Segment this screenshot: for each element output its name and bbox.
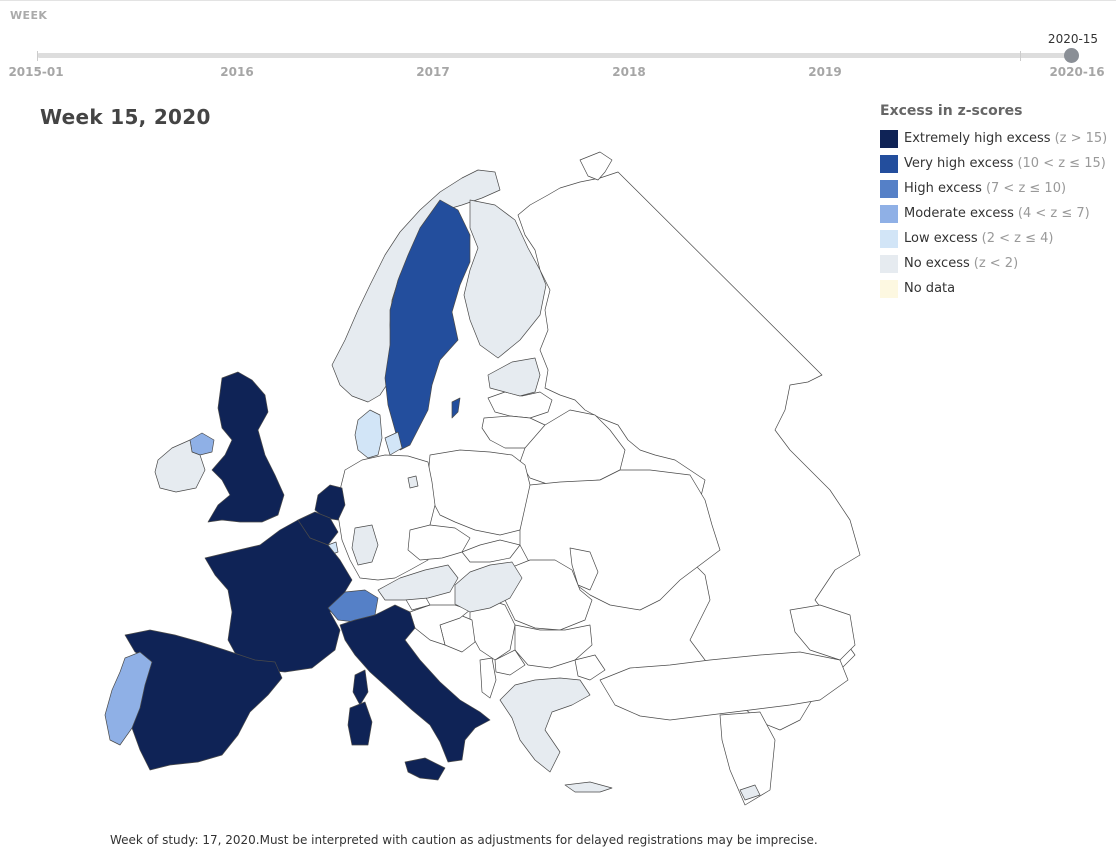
legend-item-no-data: No data (880, 276, 1110, 301)
legend-range: (4 < z ≤ 7) (1017, 206, 1090, 221)
country-sweden[interactable] (384, 199, 471, 451)
country-turkey[interactable] (599, 651, 849, 721)
timeline-track[interactable] (37, 53, 1073, 58)
week-timeline[interactable]: 2015-01 2016 2017 2018 2019 2020-16 2020… (0, 24, 1116, 84)
country-turkey-thrace[interactable] (574, 654, 606, 681)
timeline-tick-label: 2019 (808, 65, 842, 79)
country-moldova[interactable] (569, 547, 599, 591)
timeline-tick-label: 2017 (416, 65, 450, 79)
legend-item-moderate: Moderate excess (4 < z ≤ 7) (880, 201, 1110, 226)
legend-range: (10 < z ≤ 15) (1017, 156, 1106, 171)
country-poland[interactable] (427, 449, 531, 536)
country-sicily[interactable] (404, 757, 446, 781)
country-estonia[interactable] (487, 357, 541, 397)
country-greece[interactable] (499, 677, 591, 773)
legend-swatch (880, 254, 898, 273)
country-germany[interactable] (337, 454, 436, 581)
timeline-tick (37, 51, 38, 61)
timeline-tick-label: 2018 (612, 65, 646, 79)
legend-title: Excess in z-scores (880, 103, 1023, 119)
legend-item-high: High excess (7 < z ≤ 10) (880, 176, 1110, 201)
country-slovakia[interactable] (461, 539, 521, 563)
country-switzerland[interactable] (327, 589, 379, 623)
legend-swatch (880, 179, 898, 198)
timeline-current-label: 2020-15 (1047, 32, 1099, 46)
country-northern-ireland[interactable] (189, 432, 215, 456)
map-title: Week 15, 2020 (40, 105, 211, 129)
country-finland[interactable] (463, 199, 547, 359)
country-croatia[interactable] (409, 604, 471, 646)
country-united-kingdom[interactable] (207, 371, 285, 523)
timeline-tick-label: 2016 (220, 65, 254, 79)
country-corsica[interactable] (352, 669, 369, 706)
legend-swatch (880, 279, 898, 298)
legend-range: (2 < z ≤ 4) (981, 231, 1054, 246)
country-caucasus[interactable] (789, 604, 856, 661)
country-austria[interactable] (377, 564, 459, 601)
country-portugal[interactable] (104, 651, 153, 746)
country-germany-hesse[interactable] (351, 524, 379, 566)
legend-item-low: Low excess (2 < z ≤ 4) (880, 226, 1110, 251)
country-norway[interactable] (331, 169, 501, 403)
timeline-tick (1020, 51, 1021, 61)
country-denmark-islands[interactable] (384, 431, 403, 456)
top-divider (0, 0, 1116, 1)
footnote: Week of study: 17, 2020.Must be interpre… (110, 833, 818, 847)
legend-range: (z < 2) (973, 256, 1019, 271)
country-denmark[interactable] (354, 409, 383, 459)
country-germany-berlin[interactable] (407, 475, 419, 489)
country-hungary[interactable] (454, 561, 523, 613)
country-kola-russia[interactable] (579, 151, 613, 181)
legend-range: (7 < z ≤ 10) (985, 181, 1067, 196)
legend-label: No excess (904, 256, 970, 271)
country-crete[interactable] (564, 781, 613, 793)
country-ireland[interactable] (154, 439, 206, 493)
legend-label: No data (904, 281, 956, 296)
country-italy[interactable] (339, 604, 491, 763)
legend-label: Very high excess (904, 156, 1014, 171)
country-netherlands[interactable] (314, 484, 346, 521)
legend-item-very-high: Very high excess (10 < z ≤ 15) (880, 151, 1110, 176)
legend-swatch (880, 129, 898, 148)
legend-swatch (880, 204, 898, 223)
legend-swatch (880, 154, 898, 173)
country-north-macedonia[interactable] (494, 649, 526, 676)
legend-item-extremely-high: Extremely high excess (z > 15) (880, 126, 1110, 151)
timeline-handle[interactable] (1064, 48, 1079, 63)
legend-label: Moderate excess (904, 206, 1014, 221)
country-syria-region[interactable] (719, 711, 776, 806)
legend-label: Low excess (904, 231, 978, 246)
europe-map (104, 151, 861, 806)
country-czechia[interactable] (407, 524, 471, 561)
legend-label: High excess (904, 181, 982, 196)
legend-item-no-excess: No excess (z < 2) (880, 251, 1110, 276)
timeline-tick-label: 2020-16 (1049, 65, 1105, 79)
country-albania[interactable] (479, 657, 497, 699)
country-sardinia[interactable] (347, 701, 373, 746)
country-cyprus[interactable] (739, 784, 761, 801)
country-bulgaria[interactable] (514, 624, 593, 669)
legend-label: Extremely high excess (904, 131, 1051, 146)
country-sweden-gotland[interactable] (451, 397, 461, 419)
legend-range: (z > 15) (1054, 131, 1108, 146)
legend-swatch (880, 229, 898, 248)
legend: Excess in z-scores Extremely high excess… (880, 103, 1110, 301)
country-france[interactable] (204, 519, 353, 673)
timeline-tick-label: 2015-01 (8, 65, 64, 79)
week-label: WEEK (10, 9, 48, 22)
